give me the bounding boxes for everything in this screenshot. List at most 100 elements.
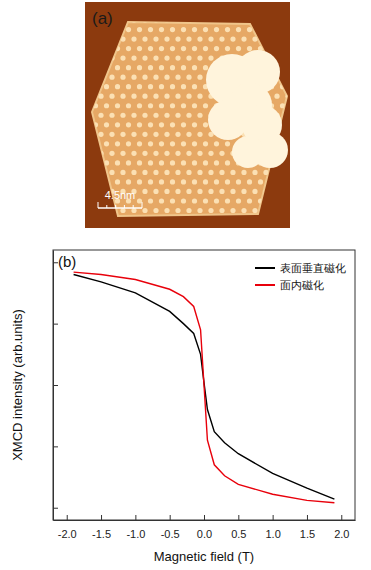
lattice-dot xyxy=(197,208,202,213)
lattice-dot xyxy=(241,189,246,194)
lattice-dot xyxy=(148,46,153,51)
lattice-dot xyxy=(175,189,180,194)
lattice-dot xyxy=(115,27,120,32)
lattice-dot xyxy=(93,198,98,203)
lattice-dot xyxy=(131,113,136,118)
lattice-dot xyxy=(247,198,252,203)
lattice-dot xyxy=(230,189,235,194)
lattice-dot xyxy=(186,189,191,194)
scale-bar-label: 4.5nm xyxy=(105,189,136,201)
y-tick-mark xyxy=(53,446,58,447)
lattice-dot xyxy=(241,36,246,41)
lattice-dot xyxy=(137,122,142,127)
lattice-dot xyxy=(175,75,180,80)
lattice-dot xyxy=(142,113,147,118)
lattice-dot xyxy=(192,198,197,203)
lattice-dot xyxy=(252,208,257,213)
lattice-dot xyxy=(280,27,285,32)
lattice-dot xyxy=(208,56,213,61)
lattice-dot xyxy=(142,56,147,61)
legend-swatch xyxy=(255,267,275,269)
lattice-dot xyxy=(170,65,175,70)
lattice-dot xyxy=(93,46,98,51)
lattice-dot xyxy=(137,160,142,165)
lattice-dot xyxy=(186,208,191,213)
lattice-dot xyxy=(280,198,285,203)
lattice-dot xyxy=(170,27,175,32)
lattice-dot xyxy=(175,36,180,41)
lattice-dot xyxy=(186,17,191,22)
x-tick: -1.0 xyxy=(126,515,145,540)
lattice-dot xyxy=(109,94,114,99)
lattice-dot xyxy=(258,198,263,203)
lattice-dot xyxy=(104,46,109,51)
y-axis-title: XMCD intensity (arb.units) xyxy=(10,309,25,461)
lattice-dot xyxy=(153,132,158,137)
x-tick-mark xyxy=(101,515,102,520)
lattice-dot xyxy=(109,36,114,41)
lattice-dot xyxy=(236,179,241,184)
lattice-dot xyxy=(214,160,219,165)
substrate xyxy=(85,2,290,228)
lattice-dot xyxy=(87,75,92,80)
lattice-dot xyxy=(104,160,109,165)
lattice-dot xyxy=(186,170,191,175)
lattice-dot xyxy=(280,217,285,222)
panel-label: (a) xyxy=(92,9,113,28)
stm-image: 4.5nm (a) xyxy=(85,2,307,228)
lattice-dot xyxy=(164,56,169,61)
lattice-dot xyxy=(148,198,153,203)
lattice-dot xyxy=(87,36,92,41)
lattice-dot xyxy=(153,56,158,61)
lattice-dot xyxy=(153,94,158,99)
lattice-dot xyxy=(230,170,235,175)
lattice-dot xyxy=(181,160,186,165)
lattice-dot xyxy=(164,151,169,156)
lattice-dot xyxy=(247,217,252,222)
scale-bar-tick xyxy=(106,205,107,208)
lattice-dot xyxy=(93,103,98,108)
lattice-dot xyxy=(98,132,103,137)
lattice-dot xyxy=(170,46,175,51)
lattice-dot xyxy=(274,189,279,194)
y-tick-mark xyxy=(53,324,58,325)
lattice-dot xyxy=(214,179,219,184)
lattice-dot xyxy=(164,94,169,99)
lattice-dot xyxy=(131,75,136,80)
lattice-dot xyxy=(131,17,136,22)
lattice-dot xyxy=(192,27,197,32)
lattice-dot xyxy=(87,113,92,118)
lattice-dot xyxy=(120,36,125,41)
lattice-dot xyxy=(87,56,92,61)
lattice-dot xyxy=(181,46,186,51)
lattice-dot xyxy=(153,151,158,156)
lattice-dot xyxy=(280,103,285,108)
lattice-dot xyxy=(170,179,175,184)
lattice-dot xyxy=(192,160,197,165)
lattice-dot xyxy=(87,170,92,175)
lattice-dot xyxy=(252,36,257,41)
lattice-dot xyxy=(87,132,92,137)
lattice-dot xyxy=(137,217,142,222)
lattice-dot xyxy=(208,208,213,213)
lattice-dot xyxy=(175,170,180,175)
lattice-dot xyxy=(208,36,213,41)
lattice-dot xyxy=(225,27,230,32)
scale-bar: 4.5nm xyxy=(98,189,142,208)
y-tick xyxy=(53,508,58,509)
lattice-dot xyxy=(225,141,230,146)
lattice-dot xyxy=(98,56,103,61)
lattice-dot xyxy=(131,94,136,99)
lattice-dot xyxy=(269,198,274,203)
lattice-dot xyxy=(208,170,213,175)
x-tick-mark xyxy=(341,515,342,520)
x-tick-label: -2.0 xyxy=(58,528,77,540)
lattice-dot xyxy=(153,113,158,118)
lattice-dot xyxy=(148,160,153,165)
lattice-dot xyxy=(164,208,169,213)
lattice-dot xyxy=(159,160,164,165)
lattice-dot xyxy=(164,17,169,22)
stm-image-body xyxy=(85,2,290,228)
lattice-dot xyxy=(247,179,252,184)
lattice-dot xyxy=(219,36,224,41)
